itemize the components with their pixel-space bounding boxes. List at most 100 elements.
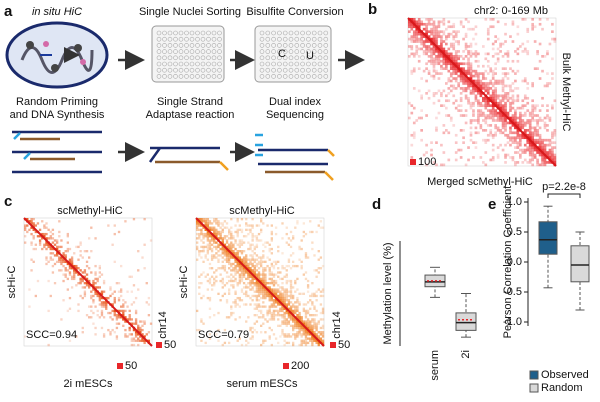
heatmap-cell [281,222,284,225]
heatmap-cell [412,37,416,41]
heatmap-cell [306,311,310,315]
heatmap-cell [130,343,133,347]
heatmap-cell [302,230,305,234]
well [200,55,206,61]
heatmap-cell [521,104,525,107]
heatmap-cell [536,151,539,154]
heatmap-cell [474,131,478,135]
heatmap-cell [531,153,534,157]
heatmap-cell [486,30,490,33]
heatmap-cell [51,247,55,251]
heatmap-cell [281,320,284,323]
heatmap-cell [75,267,78,270]
heatmap-cell [298,314,301,317]
heatmap-cell [96,277,99,281]
heatmap-cell [198,282,201,285]
heatmap-cell [469,42,473,46]
heatmap-cell [221,247,224,251]
heatmap-cell [491,114,495,117]
heatmap-cell [486,52,490,56]
well [217,74,222,79]
heatmap-cell [221,230,224,234]
well [317,61,323,67]
heatmap-cell [309,307,312,310]
well [206,43,211,48]
heatmap-cell [523,124,527,127]
heatmap-cell [260,258,263,261]
heatmap-cell [319,256,323,259]
heatmap-cell [255,235,259,238]
heatmap-cell [321,309,325,313]
heatmap-cell [208,232,212,236]
heatmap-cell [437,99,441,103]
heatmap-cell [253,252,256,255]
heatmap-cell [234,271,237,274]
heatmap-cell [242,269,246,272]
heatmap-cell [501,84,505,88]
heatmap-cell [454,79,458,83]
heatmap-cell [435,30,438,33]
well [211,74,217,79]
heatmap-cell [264,267,267,270]
heatmap-cell [523,131,527,135]
heatmap-cell [521,18,525,21]
heatmap-cell [274,282,278,285]
heatmap-cell [477,77,480,80]
heatmap-cell [506,153,510,157]
heatmap-cell [304,337,308,340]
heatmap-cell [236,243,239,246]
heatmap-cell [440,67,443,70]
scale-label: 50 [125,360,137,372]
heatmap-cell [230,250,233,253]
heatmap-cell [309,333,312,336]
heatmap-cell [287,260,291,263]
heatmap-cell [45,262,48,266]
heatmap-cell [228,288,231,291]
heatmap-cell [255,275,259,278]
heatmap-cell [260,220,263,223]
heatmap-cell [213,237,216,240]
heatmap-cell [228,252,231,255]
heatmap-cell [132,339,136,342]
heatmap-cell [551,133,554,137]
heatmap-cell [277,271,280,274]
heatmap-cell [289,292,293,295]
heatmap-cell [432,101,436,105]
heatmap-cell [208,245,212,249]
heatmap-cell [491,55,495,58]
heatmap-cell [504,143,507,147]
heatmap-cell [58,269,61,272]
heatmap-cell [528,151,532,154]
heatmap-cell [501,94,505,98]
heatmap-cell [437,35,441,38]
well [317,30,323,36]
heatmap-cell [130,303,133,306]
heatmap-cell [313,326,316,330]
heatmap-cell [457,57,460,61]
heatmap-cell [462,141,465,144]
well [206,61,211,67]
heatmap-cell [551,153,554,157]
heatmap-cell [253,307,256,310]
heatmap-cell [514,161,517,164]
heatmap-cell [230,232,233,236]
heatmap-cell [274,294,278,298]
heatmap-cell [533,153,537,157]
well [167,36,173,42]
heatmap-cell [236,264,239,268]
heatmap-cell [279,292,282,295]
heatmap-cell [509,106,512,110]
heatmap-cell [440,42,443,46]
heatmap-cell [298,292,301,295]
heatmap-cell [415,119,419,122]
heatmap-cell [486,104,490,107]
heatmap-cell [215,269,218,272]
heatmap-cell [472,114,475,117]
heatmap-cell [251,331,254,334]
heatmap-cell [281,333,284,336]
heatmap-cell [200,220,203,223]
heatmap-cell [501,89,505,93]
heatmap-cell [425,62,428,66]
heatmap-cell [94,326,97,330]
heatmap-cell [230,247,233,251]
